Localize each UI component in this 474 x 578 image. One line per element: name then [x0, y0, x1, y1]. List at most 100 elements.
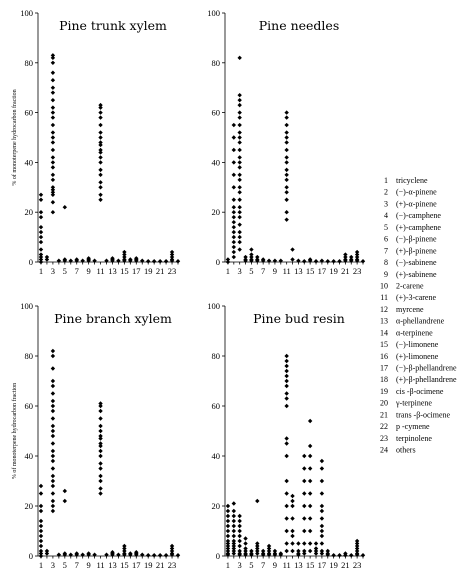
data-point: [237, 135, 242, 140]
data-point: [225, 528, 231, 534]
data-point: [50, 408, 56, 414]
data-point: [98, 150, 103, 155]
data-point: [272, 258, 278, 263]
legend-label: (+)-limonene: [396, 352, 439, 361]
data-point: [122, 249, 127, 255]
y-tick-label: 60: [212, 108, 221, 118]
data-point: [302, 528, 307, 534]
data-point: [266, 548, 272, 554]
legend-label: 2-carene: [396, 281, 424, 290]
legend-item: 10 2-carene: [380, 281, 424, 290]
data-point: [284, 478, 289, 484]
data-point: [163, 553, 169, 558]
data-point: [354, 541, 360, 546]
legend-item: 18 (+)-β-phellandrene: [380, 375, 457, 384]
data-point: [343, 551, 348, 556]
x-tick-label: 19: [329, 266, 338, 276]
data-point: [98, 102, 103, 108]
x-tick-label: 9: [273, 560, 277, 570]
data-point: [290, 528, 295, 534]
x-tick-label: 1: [226, 560, 230, 570]
data-point: [74, 551, 79, 556]
data-point: [331, 553, 336, 558]
data-point: [237, 130, 242, 135]
data-point: [175, 259, 181, 264]
data-point: [98, 147, 103, 153]
data-point: [284, 368, 289, 374]
data-point: [231, 513, 237, 519]
data-point: [237, 177, 242, 183]
panel-title: Pine bud resin: [253, 311, 345, 326]
data-point: [169, 252, 175, 257]
legend-label: (+)-3-carene: [396, 293, 436, 302]
data-point: [237, 523, 242, 529]
data-point: [237, 548, 242, 554]
legend-label: (−)-α-pinene: [396, 188, 437, 197]
data-point: [249, 551, 254, 556]
x-tick-label: 19: [144, 560, 153, 570]
data-point: [284, 190, 289, 195]
data-point: [98, 110, 103, 115]
data-point: [237, 513, 242, 519]
y-tick-label: 60: [25, 108, 34, 118]
data-point: [284, 403, 289, 409]
y-tick-label: 60: [25, 401, 34, 411]
data-point: [231, 548, 237, 554]
legend-number: 19: [380, 387, 388, 396]
x-tick-label: 21: [341, 266, 350, 276]
legend-item: 2 (−)-α-pinene: [384, 188, 437, 197]
panel-title: Pine needles: [259, 18, 340, 33]
data-point: [237, 92, 242, 98]
data-point: [255, 254, 260, 260]
data-point: [169, 257, 175, 262]
data-point: [360, 259, 366, 264]
data-point: [284, 396, 289, 401]
x-tick-label: 17: [318, 560, 327, 570]
data-point: [307, 528, 313, 534]
data-point: [237, 185, 242, 190]
data-point: [296, 258, 301, 263]
data-point: [169, 254, 175, 260]
data-point: [98, 155, 103, 160]
data-point: [325, 548, 330, 554]
data-point: [50, 165, 56, 170]
x-tick-label: 3: [238, 560, 242, 570]
data-point: [237, 122, 242, 128]
data-point: [50, 192, 56, 197]
y-axis-label: % of monoterpene hydrocarbon fraction: [11, 383, 18, 479]
legend-item: 4 (−)-camphene: [384, 211, 441, 220]
x-tick-label: 15: [306, 560, 315, 570]
data-point: [38, 503, 44, 509]
legend-label: myrcene: [396, 305, 424, 314]
data-point: [169, 546, 175, 551]
data-point: [349, 257, 354, 262]
data-point: [302, 453, 307, 459]
data-point: [50, 60, 56, 65]
data-point: [122, 551, 127, 556]
data-point: [243, 541, 248, 546]
data-point: [98, 160, 103, 165]
legend-item: 5 (+)-camphene: [384, 223, 441, 232]
data-point: [225, 518, 231, 524]
data-point: [225, 546, 231, 551]
x-tick-label: 17: [318, 266, 327, 276]
x-tick-label: 17: [132, 560, 141, 570]
legend-label: terpinolene: [396, 434, 432, 443]
data-point: [231, 185, 237, 190]
data-point: [98, 473, 103, 479]
data-point: [50, 366, 56, 371]
legend-number: 2: [384, 188, 388, 197]
data-point: [50, 90, 56, 95]
data-point: [50, 97, 56, 103]
legend-number: 8: [384, 258, 388, 267]
data-point: [319, 503, 325, 509]
data-point: [128, 257, 133, 262]
data-point: [98, 140, 103, 145]
data-point: [307, 491, 313, 496]
data-point: [50, 160, 56, 165]
data-point: [128, 551, 133, 556]
data-point: [255, 541, 260, 546]
legend-item: 6 (−)-β-pinene: [384, 235, 437, 244]
